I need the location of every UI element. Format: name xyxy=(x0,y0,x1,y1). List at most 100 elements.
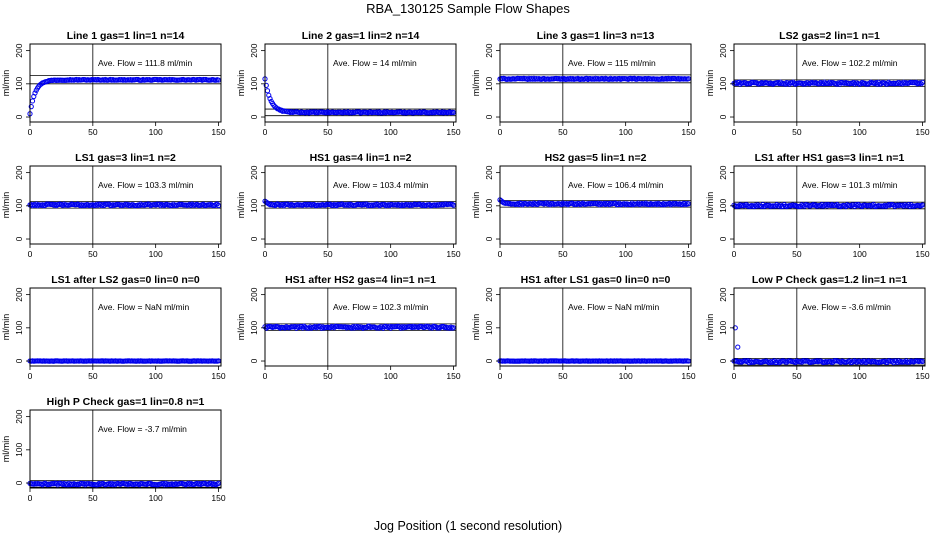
y-tick-label: 100 xyxy=(718,198,728,212)
y-tick-label: 200 xyxy=(249,287,259,301)
data-points xyxy=(27,201,222,209)
y-tick-label: 0 xyxy=(484,236,494,241)
y-tick-label: 100 xyxy=(14,76,24,90)
plot-frame xyxy=(733,43,926,123)
x-tick-label: 0 xyxy=(498,249,503,259)
y-tick-label: 100 xyxy=(484,76,494,90)
data-points xyxy=(497,358,692,364)
y-tick-label: 0 xyxy=(249,236,259,241)
x-tick-label: 100 xyxy=(149,371,163,381)
x-tick-label: 150 xyxy=(211,249,225,259)
y-axis-label: ml/min xyxy=(1,192,11,219)
flow-annotation: Ave. Flow = 14 ml/min xyxy=(333,58,417,68)
panel-title: Low P Check gas=1.2 lin=1 n=1 xyxy=(752,274,907,286)
x-tick-label: 150 xyxy=(211,371,225,381)
x-tick-label: 100 xyxy=(853,249,867,259)
plot-frame xyxy=(733,287,926,367)
panel-title: Line 3 gas=1 lin=3 n=13 xyxy=(537,30,655,42)
panel-8: LS1 after HS1 gas=3 lin=1 n=1 ml/min Ave. … xyxy=(705,152,930,259)
data-points xyxy=(27,358,222,364)
y-axis-label: ml/min xyxy=(471,192,481,219)
x-tick-label: 0 xyxy=(732,249,737,259)
plot-frame xyxy=(264,287,457,367)
flow-annotation: Ave. Flow = -3.7 ml/min xyxy=(98,424,187,434)
x-tick-label: 50 xyxy=(88,249,98,259)
plot-frame xyxy=(264,43,457,123)
y-tick-label: 200 xyxy=(249,43,259,57)
x-tick-label: 50 xyxy=(558,127,568,137)
panel-title: LS2 gas=2 lin=1 n=1 xyxy=(779,30,880,42)
data-point xyxy=(276,106,282,112)
panel-5: LS1 gas=3 lin=1 n=2 ml/min Ave. Flow = 103… xyxy=(1,152,226,259)
flow-annotation: Ave. Flow = 101.3 ml/min xyxy=(802,180,898,190)
panel-3: Line 3 gas=1 lin=3 n=13 ml/min Ave. Flow =… xyxy=(471,30,696,137)
panel-title: HS2 gas=5 lin=1 n=2 xyxy=(545,152,647,164)
x-tick-label: 50 xyxy=(792,249,802,259)
x-tick-label: 0 xyxy=(498,371,503,381)
y-tick-label: 0 xyxy=(14,480,24,485)
x-tick-label: 100 xyxy=(619,249,633,259)
y-tick-label: 100 xyxy=(14,198,24,212)
x-tick-label: 100 xyxy=(384,249,398,259)
y-tick-label: 200 xyxy=(484,287,494,301)
y-tick-label: 200 xyxy=(14,409,24,423)
y-axis-label: ml/min xyxy=(705,192,715,219)
data-points xyxy=(731,325,926,366)
x-tick-label: 50 xyxy=(558,371,568,381)
flow-annotation: Ave. Flow = 111.8 ml/min xyxy=(98,58,193,68)
flow-annotation: Ave. Flow = 115 ml/min xyxy=(568,58,656,68)
flow-annotation: Ave. Flow = 103.3 ml/min xyxy=(98,180,194,190)
x-tick-label: 0 xyxy=(263,371,268,381)
y-axis-label: ml/min xyxy=(236,70,246,97)
x-tick-label: 0 xyxy=(732,127,737,137)
y-tick-label: 100 xyxy=(14,442,24,456)
x-tick-label: 100 xyxy=(853,371,867,381)
panel-title: LS1 gas=3 lin=1 n=2 xyxy=(75,152,176,164)
panel-11: HS1 after LS1 gas=0 lin=0 n=0 ml/min Ave. … xyxy=(471,274,696,381)
y-tick-label: 100 xyxy=(718,320,728,334)
x-tick-label: 150 xyxy=(915,249,929,259)
data-point xyxy=(38,81,44,87)
plot-frame xyxy=(499,43,692,123)
data-points xyxy=(497,197,692,208)
figure-title: RBA_130125 Sample Flow Shapes xyxy=(366,1,570,16)
plot-frame xyxy=(29,165,222,245)
x-tick-label: 150 xyxy=(915,371,929,381)
y-tick-label: 100 xyxy=(249,76,259,90)
x-tick-label: 150 xyxy=(446,249,460,259)
panel-10: HS1 after HS2 gas=4 lin=1 n=1 ml/min Ave. … xyxy=(236,274,461,381)
x-tick-label: 0 xyxy=(28,371,33,381)
flow-annotation: Ave. Flow = 103.4 ml/min xyxy=(333,180,429,190)
flow-annotation: Ave. Flow = -3.6 ml/min xyxy=(802,302,891,312)
data-points xyxy=(27,76,222,117)
panel-title: HS1 after LS1 gas=0 lin=0 n=0 xyxy=(521,274,671,286)
panel-title: LS1 after LS2 gas=0 lin=0 n=0 xyxy=(51,274,200,286)
plot-frame xyxy=(733,165,926,245)
y-tick-label: 200 xyxy=(484,43,494,57)
y-axis-label: ml/min xyxy=(471,314,481,341)
y-tick-label: 0 xyxy=(14,358,24,363)
x-tick-label: 100 xyxy=(853,127,867,137)
panel-title: Line 2 gas=1 lin=2 n=14 xyxy=(302,30,420,42)
data-points xyxy=(262,198,457,209)
flow-annotation: Ave. Flow = 102.2 ml/min xyxy=(802,58,898,68)
plot-frame xyxy=(29,409,222,489)
y-axis-label: ml/min xyxy=(236,314,246,341)
y-tick-label: 200 xyxy=(14,165,24,179)
plot-frame xyxy=(264,165,457,245)
y-tick-label: 100 xyxy=(249,198,259,212)
data-points xyxy=(27,480,222,488)
data-point xyxy=(28,104,34,110)
flow-annotation: Ave. Flow = NaN ml/min xyxy=(568,302,660,312)
plot-frame xyxy=(29,43,222,123)
panel-4: LS2 gas=2 lin=1 n=1 ml/min Ave. Flow = 102… xyxy=(705,30,930,137)
x-tick-label: 100 xyxy=(384,127,398,137)
x-tick-label: 0 xyxy=(263,127,268,137)
panel-12: Low P Check gas=1.2 lin=1 n=1 ml/min Ave. … xyxy=(705,274,930,381)
y-axis-label: ml/min xyxy=(1,70,11,97)
y-tick-label: 200 xyxy=(718,287,728,301)
flow-annotation: Ave. Flow = 106.4 ml/min xyxy=(568,180,664,190)
panel-1: Line 1 gas=1 lin=1 n=14 ml/min Ave. Flow =… xyxy=(1,30,226,137)
data-point xyxy=(267,96,273,102)
data-point xyxy=(918,81,924,87)
